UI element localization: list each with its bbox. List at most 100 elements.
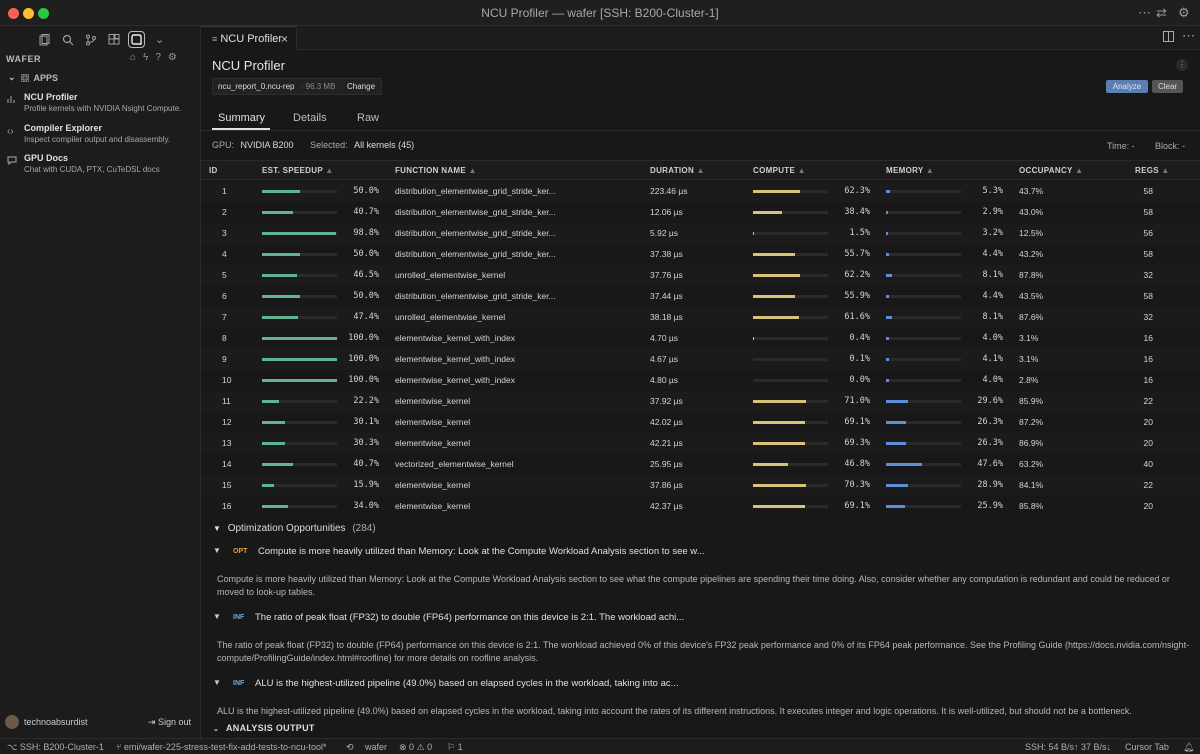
lightning-icon[interactable]: ϟ <box>143 52 149 63</box>
more-icon[interactable]: ⋯ <box>1138 5 1151 20</box>
sync-icon[interactable]: ⇄ <box>1156 5 1167 20</box>
search-icon[interactable] <box>59 31 76 48</box>
table-row[interactable]: 6 50.0% distribution_elementwise_grid_stri… <box>201 286 1200 307</box>
split-editor-icon[interactable] <box>1163 31 1174 45</box>
table-row[interactable]: 1 50.0% distribution_elementwise_grid_stri… <box>201 181 1200 202</box>
table-row[interactable]: 11 22.2% elementwise_kernel 37.92 µs 71.0% 29… <box>201 391 1200 412</box>
column-header-memory[interactable]: MEMORY ▲ <box>886 166 934 175</box>
inf-badge: INF <box>233 680 245 687</box>
memory-bar-fill <box>886 337 889 340</box>
clear-button[interactable]: Clear <box>1152 80 1183 93</box>
compute-bar-track <box>753 421 828 424</box>
analysis-output-label: ANALYSIS OUTPUT <box>225 723 315 733</box>
table-row[interactable]: 13 30.3% elementwise_kernel 42.21 µs 69.3% 26… <box>201 433 1200 454</box>
remote-indicator[interactable]: ⌥ SSH: B200-Cluster-1 <box>7 742 104 753</box>
home-icon[interactable]: ⌂ <box>130 52 137 63</box>
apps-section-header[interactable]: ⌄ APPS <box>8 72 58 83</box>
column-header-id[interactable]: ID <box>209 166 218 175</box>
kernel-id: 15 <box>222 480 232 490</box>
kernel-id: 11 <box>222 396 231 406</box>
tab-details[interactable]: Details <box>293 112 327 124</box>
app-item-ncu-profiler[interactable]: NCU Profiler Profile kernels with NVIDIA… <box>0 92 200 122</box>
app-item-title: GPU Docs <box>24 153 69 163</box>
column-header-speedup[interactable]: EST. SPEEDUP ▲ <box>262 166 334 175</box>
table-row[interactable]: 14 40.7% vectorized_elementwise_kernel 25.9… <box>201 454 1200 475</box>
files-icon[interactable] <box>36 31 53 48</box>
compute-bar-fill <box>753 463 789 466</box>
table-row[interactable]: 12 30.1% elementwise_kernel 42.02 µs 69.1% 26… <box>201 412 1200 433</box>
app-item-compiler-explorer[interactable]: ‹› Compiler Explorer Inspect compiler ou… <box>0 123 200 153</box>
branch-label: emi/wafer-225-stress-test-fix-add-tests-… <box>123 742 327 752</box>
memory-value: 4.1% <box>982 354 1003 364</box>
help-icon[interactable]: ? <box>155 52 161 63</box>
minimize-window-button[interactable] <box>23 8 34 19</box>
close-icon[interactable]: × <box>280 32 288 46</box>
regs-value: 56 <box>1143 228 1153 238</box>
compute-bar-fill <box>753 274 800 277</box>
avatar <box>5 715 19 729</box>
table-row[interactable]: 10 100.0% elementwise_kernel_with_index 4.8… <box>201 370 1200 391</box>
tab-summary[interactable]: Summary <box>218 112 266 124</box>
ports-indicator[interactable]: ⚐ 1 <box>447 742 463 753</box>
speedup-bar-fill <box>262 400 279 403</box>
opt-badge: OPT <box>233 548 248 555</box>
time-filter[interactable]: Time: - <box>1107 141 1135 151</box>
settings-gear-icon[interactable]: ⚙ <box>1178 5 1190 20</box>
table-row[interactable]: 7 47.4% unrolled_elementwise_kernel 38.18 µ… <box>201 307 1200 328</box>
more-actions-icon[interactable]: ⋯ <box>1182 28 1195 43</box>
compute-bar-track <box>753 316 828 319</box>
memory-bar-fill <box>886 316 893 319</box>
collapse-caret-icon: ▼ <box>213 546 221 555</box>
table-row[interactable]: 4 50.0% distribution_elementwise_grid_stri… <box>201 244 1200 265</box>
block-filter[interactable]: Block: - <box>1155 141 1186 151</box>
gear-icon[interactable]: ⚙ <box>167 52 177 63</box>
table-row[interactable]: 3 98.8% distribution_elementwise_grid_stri… <box>201 223 1200 244</box>
git-branch[interactable]: ⑂ emi/wafer-225-stress-test-fix-add-test… <box>116 742 326 752</box>
duration-value: 37.38 µs <box>650 249 683 259</box>
optimization-opportunities: ▼ Optimization Opportunities (284) ▼ OPT… <box>201 517 1200 738</box>
table-row[interactable]: 8 100.0% elementwise_kernel_with_index 4.70… <box>201 328 1200 349</box>
change-file-button[interactable]: Change <box>347 82 376 91</box>
sync-status-icon[interactable]: ⟲ <box>346 742 354 752</box>
app-item-gpu-docs[interactable]: GPU Docs Chat with CUDA, PTX, CuTeDSL do… <box>0 153 200 183</box>
tab-raw[interactable]: Raw <box>357 112 380 124</box>
opportunities-header[interactable]: ▼ Optimization Opportunities (284) <box>213 523 376 534</box>
sign-out-button[interactable]: ⇥ Sign out <box>148 717 191 728</box>
extensions-icon[interactable] <box>105 31 122 48</box>
table-row[interactable]: 15 15.9% elementwise_kernel 37.86 µs 70.3% 28… <box>201 475 1200 496</box>
info-icon[interactable]: ⋮ <box>1176 59 1188 71</box>
cursor-tab-indicator[interactable]: Cursor Tab <box>1125 742 1169 752</box>
analyze-button[interactable]: Analyze <box>1106 80 1148 93</box>
column-header-duration[interactable]: DURATION ▲ <box>650 166 705 175</box>
speedup-bar-track <box>262 232 337 235</box>
duration-value: 37.86 µs <box>650 480 683 490</box>
speedup-bar-track <box>262 190 337 193</box>
column-header-function[interactable]: FUNCTION NAME ▲ <box>395 166 477 175</box>
maximize-window-button[interactable] <box>38 8 49 19</box>
problems-indicator[interactable]: ⊗ 0 ⚠ 0 <box>399 742 433 752</box>
tab-ncu-profiler[interactable]: ≡ NCU Profiler × <box>201 26 297 50</box>
sort-icon: ▲ <box>468 166 477 175</box>
wafer-app-icon[interactable] <box>128 31 145 48</box>
column-header-compute[interactable]: COMPUTE ▲ <box>753 166 806 175</box>
regs-value: 32 <box>1143 312 1153 322</box>
table-row[interactable]: 9 100.0% elementwise_kernel_with_index 4.67… <box>201 349 1200 370</box>
compute-value: 62.3% <box>844 186 870 196</box>
notifications-bell-icon[interactable]: 🔔︎ <box>1183 742 1195 752</box>
selected-kernels-value[interactable]: All kernels (45) <box>354 140 415 150</box>
table-row[interactable]: 5 46.5% unrolled_elementwise_kernel 37.76 µ… <box>201 265 1200 286</box>
table-row[interactable]: 16 34.0% elementwise_kernel 42.37 µs 69.1% 25… <box>201 496 1200 517</box>
speedup-bar-fill <box>262 379 337 382</box>
source-control-icon[interactable] <box>82 31 99 48</box>
kernel-id: 2 <box>222 207 227 217</box>
chevron-down-icon[interactable]: ⌄ <box>154 34 165 46</box>
compute-value: 71.0% <box>844 396 870 406</box>
compute-bar-track <box>753 274 828 277</box>
column-header-regs[interactable]: REGS ▲ <box>1135 166 1170 175</box>
analysis-output-header[interactable]: ⌄ ANALYSIS OUTPUT <box>213 723 315 733</box>
compute-bar-track <box>753 253 828 256</box>
close-window-button[interactable] <box>8 8 19 19</box>
column-header-occupancy[interactable]: OCCUPANCY ▲ <box>1019 166 1083 175</box>
app-indicator[interactable]: wafer <box>365 742 388 752</box>
table-row[interactable]: 2 40.7% distribution_elementwise_grid_stri… <box>201 202 1200 223</box>
